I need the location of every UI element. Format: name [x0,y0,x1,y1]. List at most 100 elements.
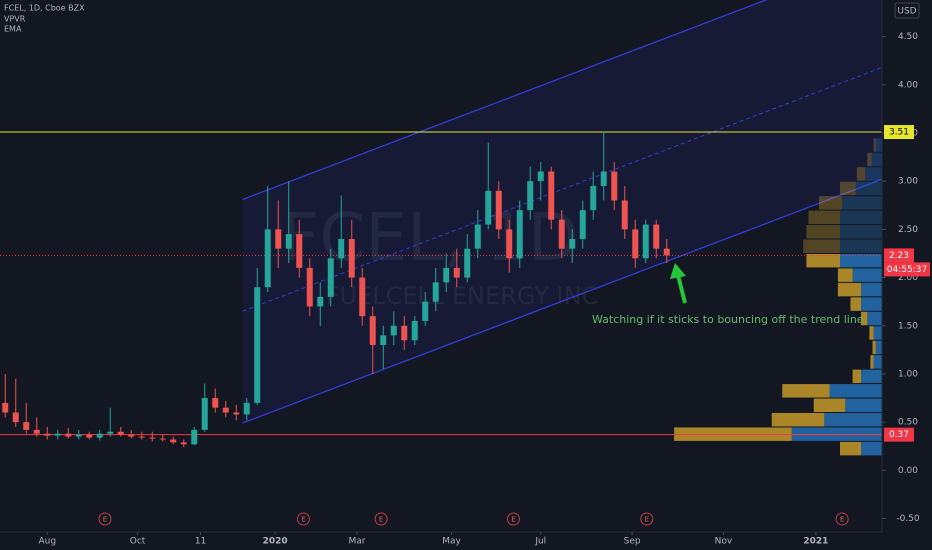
vp-down [861,311,868,326]
candle-body [86,434,93,438]
candle-body [327,258,334,297]
candle-body [138,436,145,438]
candle-body [516,210,523,259]
arrow [670,263,687,304]
candle-body [201,398,208,430]
vp-up [845,398,882,412]
vp-down [803,239,840,253]
vp-up [867,311,882,326]
candle-body [411,320,418,341]
vp-up [861,282,882,297]
level-label: 2.23 [889,251,909,261]
earnings-marker [98,512,112,526]
candle-body [285,234,292,249]
candle-body [369,316,376,346]
candle-body [642,224,649,259]
channel-fill [242,0,882,424]
channel-lower [242,178,883,424]
candle-body [243,402,250,415]
x-tick-label: 2020 [263,537,288,547]
earnings-marker [296,512,310,526]
candle-body [338,239,345,259]
candle-body [380,335,387,346]
y-tick-label: 4.50 [898,32,918,42]
vp-up [840,210,882,225]
candle-body [558,219,565,249]
vp-down [870,355,874,369]
candle-body [527,181,534,211]
candle-body [33,429,40,434]
vp-down [819,196,843,210]
candle-body [65,433,72,437]
candle-body [75,434,82,437]
vp-down [869,326,874,340]
vp-up [855,181,882,196]
vp-up [861,297,882,311]
candle-body [485,190,492,225]
level-label-box [884,125,914,140]
y-tick-label: 2.50 [898,225,918,235]
vp-up [824,412,882,427]
candle-body [23,422,30,430]
candle-body [180,442,187,445]
currency-box[interactable] [894,2,920,19]
candle-body [296,234,303,268]
candle-body [170,439,177,443]
candle-body [453,267,460,278]
candle-body [621,200,628,230]
candle-body [317,296,324,307]
candle-body [159,438,166,440]
vp-up [875,340,882,355]
level-label: 0.37 [889,430,909,440]
candle-body [96,433,103,438]
candle-body [443,267,450,283]
candle-body [401,325,408,341]
vp-down [771,412,825,427]
vp-down [867,152,872,167]
vp-up [873,355,882,369]
candle-body [348,239,355,278]
candle-body [422,301,429,321]
candle-body [128,434,135,437]
candle-body [54,433,61,436]
y-tick-label: 3.00 [898,177,918,187]
y-tick-label: 4.00 [898,80,918,90]
candle-body [495,190,502,230]
earnings-label: E [301,516,305,524]
y-tick-label: -0.50 [896,514,920,524]
x-tick-label: Aug [38,537,56,547]
candle-body [117,431,124,435]
earnings-marker [835,512,849,526]
vp-up [861,369,882,384]
countdown: 04:55:37 [887,265,927,275]
candle-body [653,224,660,249]
currency[interactable]: USD [897,7,916,17]
candle-body [632,229,639,259]
candle-body [432,282,439,302]
level-label-box [884,248,914,263]
candle-body [222,407,229,413]
vp-down [806,225,840,239]
candle-body [233,412,240,415]
annotation: Watching if it sticks to bouncing off th… [592,313,864,326]
y-tick-label: 0.50 [898,418,918,428]
candle-body [359,277,366,317]
candle-body [537,171,544,182]
earnings-marker [640,512,654,526]
vp-up [871,152,882,167]
vp-up [840,253,882,268]
vp-up [852,268,882,282]
indicator-label: VPVR [4,15,26,24]
y-tick-label: 2.00 [898,273,918,283]
candle-body [506,229,513,259]
vp-down [782,384,830,398]
level-label-box [884,427,914,442]
vp-down [856,167,866,181]
vp-down [840,441,861,456]
vp-down [837,268,853,282]
vp-down [840,181,856,196]
countdown-box [884,262,930,277]
symbol-title: FCEL, 1D, Cboe BZX [4,4,85,13]
vp-up [840,239,882,253]
